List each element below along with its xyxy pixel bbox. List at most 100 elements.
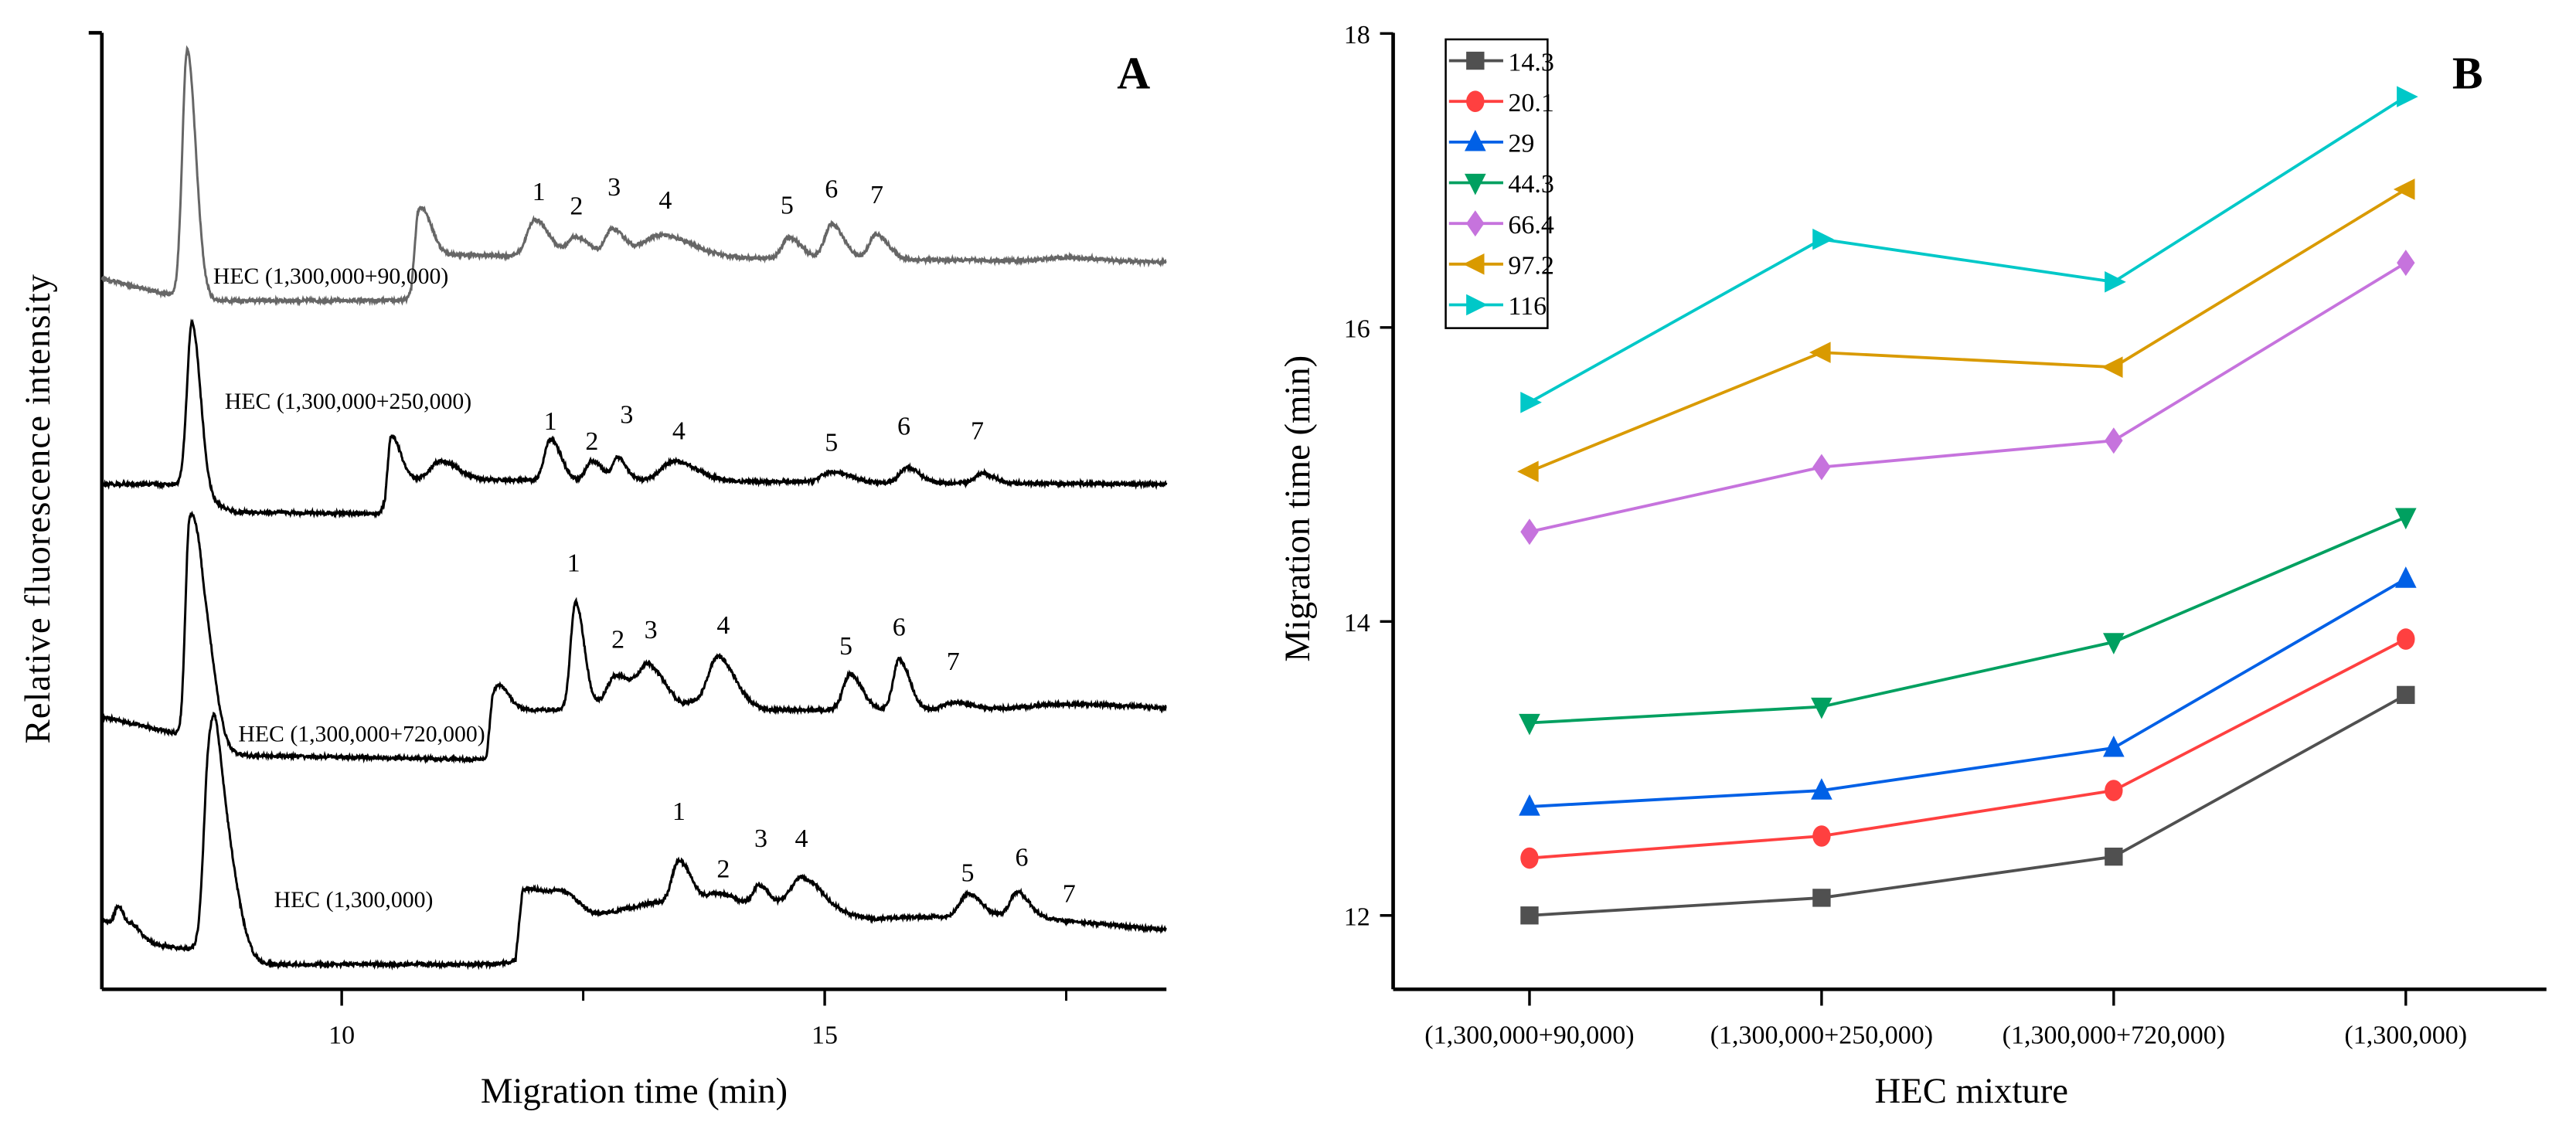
legend-label: 14.3: [1508, 48, 1554, 76]
peak-number-label: 1: [533, 178, 546, 206]
legend-marker: [1466, 294, 1488, 316]
trace-name-label: HEC (1,300,000): [274, 887, 434, 913]
legend-marker: [1466, 51, 1485, 70]
category-label: (1,300,000+250,000): [1710, 1021, 1933, 1049]
data-point-marker: [2105, 847, 2123, 866]
peak-number-label: 6: [825, 175, 838, 203]
peak-number-label: 5: [781, 191, 794, 219]
data-point-marker: [2394, 508, 2417, 530]
y-tick-label: 12: [1344, 903, 1370, 931]
legend-marker: [1462, 253, 1485, 275]
peak-number-label: 1: [567, 549, 580, 577]
peak-number-label: 7: [870, 181, 883, 209]
series-29: [1519, 566, 2417, 816]
trace-name-label: HEC (1,300,000+90,000): [213, 263, 448, 289]
legend-marker: [1465, 173, 1486, 195]
data-point-marker: [1520, 847, 1539, 869]
data-point-marker: [1812, 889, 1831, 907]
panel-a-x-axis-title: Migration time (min): [481, 1071, 788, 1111]
legend: 14.3 20.1 29 44.3 66.4 97.2 116: [1445, 38, 1554, 329]
data-point-marker: [1812, 825, 1831, 847]
category-label: (1,300,000+720,000): [2003, 1021, 2225, 1049]
series-116: [1520, 86, 2418, 413]
data-point-marker: [1811, 697, 1832, 719]
peak-number-label: 7: [1063, 880, 1076, 909]
data-point-marker: [1809, 342, 1831, 363]
panel-b-x-axis-title: HEC mixture: [1874, 1071, 2068, 1111]
peak-number-label: 7: [971, 417, 984, 446]
data-point-marker: [1812, 228, 1834, 250]
series-line: [1529, 577, 2407, 808]
data-point-marker: [2394, 566, 2417, 588]
panel-b-y-axis-title: Migration time (min): [1278, 355, 1318, 662]
peak-number-label: 6: [893, 613, 906, 641]
peak-number-label: 2: [585, 427, 598, 456]
series-14.3: [1520, 685, 2415, 925]
series-66.4: [1520, 250, 2415, 546]
y-tick-label: 14: [1344, 609, 1370, 637]
data-point-marker: [1517, 461, 1539, 483]
trace-line-1: [100, 45, 1167, 307]
data-point-marker: [2397, 250, 2415, 277]
series-line: [1529, 515, 2407, 725]
x-tick-label: 15: [812, 1021, 838, 1049]
peak-number-label: 2: [611, 625, 624, 654]
trace-name-label: HEC (1,300,000+720,000): [238, 722, 485, 747]
data-point-marker: [1520, 518, 1539, 546]
peak-number-label: 2: [570, 192, 583, 221]
peak-number-label: 4: [716, 611, 730, 640]
peak-number-label: 7: [947, 648, 960, 676]
trace-line-3: [100, 510, 1167, 764]
peak-number-label: 6: [1016, 844, 1029, 872]
legend-label: 20.1: [1508, 89, 1554, 117]
series-line: [1529, 95, 2407, 404]
data-point-marker: [2105, 780, 2123, 801]
data-point-marker: [1519, 794, 1540, 816]
peak-number-label: 5: [961, 858, 975, 887]
category-label: (1,300,000+90,000): [1424, 1021, 1634, 1049]
legend-label: 116: [1508, 292, 1547, 321]
series-line: [1529, 188, 2407, 473]
peak-number-label: 3: [607, 173, 621, 202]
peak-number-label: 5: [825, 428, 838, 457]
series-97.2: [1517, 178, 2415, 483]
peak-number-label: 5: [839, 632, 852, 661]
legend-label: 97.2: [1508, 252, 1554, 280]
data-point-marker: [1520, 392, 1542, 413]
peak-number-label: 4: [672, 417, 686, 446]
peak-number-label: 3: [645, 616, 658, 644]
data-point-marker: [2105, 427, 2123, 454]
series-line: [1529, 261, 2407, 534]
legend-label: 44.3: [1508, 170, 1554, 199]
panel-b-line-chart: 12 14 16 18 (1,300,000+90,000) (1,300,000+250…: [1278, 21, 2547, 1111]
data-point-marker: [1812, 454, 1831, 481]
trace-line-4: [100, 712, 1167, 971]
panel-b-label: B: [2452, 48, 2483, 99]
data-point-marker: [2397, 685, 2415, 705]
data-point-marker: [2103, 633, 2125, 654]
peak-number-label: 3: [754, 824, 767, 853]
peak-number-label: 6: [897, 412, 910, 440]
series-44.3: [1519, 508, 2417, 736]
legend-marker: [1466, 90, 1485, 113]
x-tick-label: 10: [328, 1021, 355, 1049]
legend-label: 66.4: [1508, 211, 1554, 240]
y-tick-label: 18: [1344, 21, 1370, 49]
trace-line-2: [101, 318, 1168, 519]
peak-number-label: 4: [658, 186, 672, 215]
data-point-marker: [1520, 906, 1539, 925]
data-point-marker: [2397, 86, 2418, 107]
data-point-marker: [2397, 628, 2415, 650]
data-point-marker: [2105, 271, 2126, 293]
y-tick-label: 16: [1344, 315, 1370, 344]
series-line: [1529, 693, 2407, 917]
series-line: [1529, 637, 2407, 860]
data-point-marker: [1811, 778, 1832, 800]
data-point-marker: [2101, 356, 2123, 378]
peak-number-label: 1: [672, 797, 686, 826]
panel-a-y-axis-title: Relative fluorescence intensity: [18, 274, 58, 744]
peak-number-label: 1: [544, 407, 557, 436]
peak-number-label: 3: [620, 401, 633, 430]
